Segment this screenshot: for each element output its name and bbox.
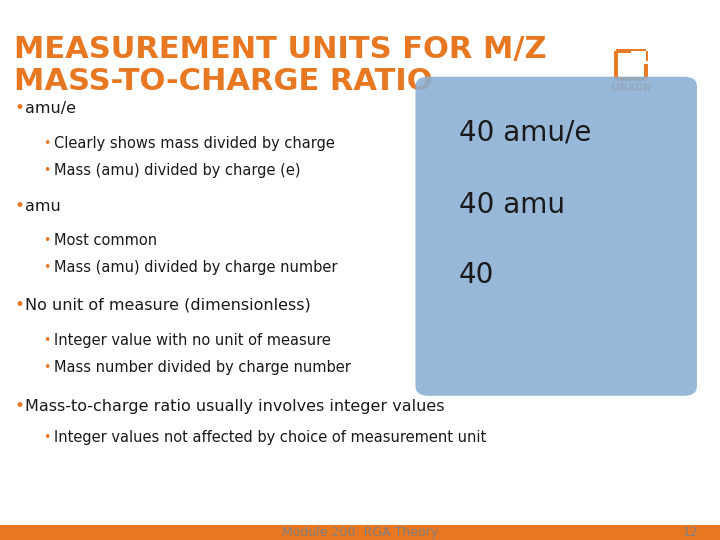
Text: Mass (amu) divided by charge (e): Mass (amu) divided by charge (e) [54,163,300,178]
Text: MEASUREMENT UNITS FOR M/Z: MEASUREMENT UNITS FOR M/Z [14,35,547,64]
Text: amu: amu [25,199,61,214]
Text: •: • [43,234,50,247]
Text: Integer values not affected by choice of measurement unit: Integer values not affected by choice of… [54,430,486,445]
Text: •: • [43,431,50,444]
Text: Module 200: RGA Theory: Module 200: RGA Theory [282,526,438,539]
Text: Most common: Most common [54,233,157,248]
Text: Mass-to-charge ratio usually involves integer values: Mass-to-charge ratio usually involves in… [25,399,445,414]
Text: •: • [43,334,50,347]
FancyBboxPatch shape [415,77,697,396]
Text: 40 amu/e: 40 amu/e [459,118,591,146]
Text: •: • [43,361,50,374]
Bar [0,525,720,540]
Text: No unit of measure (dimensionless): No unit of measure (dimensionless) [25,298,311,313]
Text: Integer value with no unit of measure: Integer value with no unit of measure [54,333,331,348]
Text: •: • [14,197,24,215]
Text: •: • [43,261,50,274]
Text: Mass (amu) divided by charge number: Mass (amu) divided by charge number [54,260,338,275]
Text: 12: 12 [683,526,698,539]
Text: Mass number divided by charge number: Mass number divided by charge number [54,360,351,375]
Text: •: • [43,137,50,150]
Text: •: • [14,99,24,117]
Text: amu/e: amu/e [25,100,76,116]
Bar [631,51,646,62]
Text: Clearly shows mass divided by charge: Clearly shows mass divided by charge [54,136,335,151]
Text: 40 amu: 40 amu [459,191,565,219]
Text: LINXON: LINXON [611,83,652,93]
Text: •: • [14,296,24,314]
Text: •: • [14,397,24,415]
Text: 40: 40 [459,261,495,289]
Text: •: • [43,164,50,177]
Text: MASS-TO-CHARGE RATIO: MASS-TO-CHARGE RATIO [14,68,433,97]
